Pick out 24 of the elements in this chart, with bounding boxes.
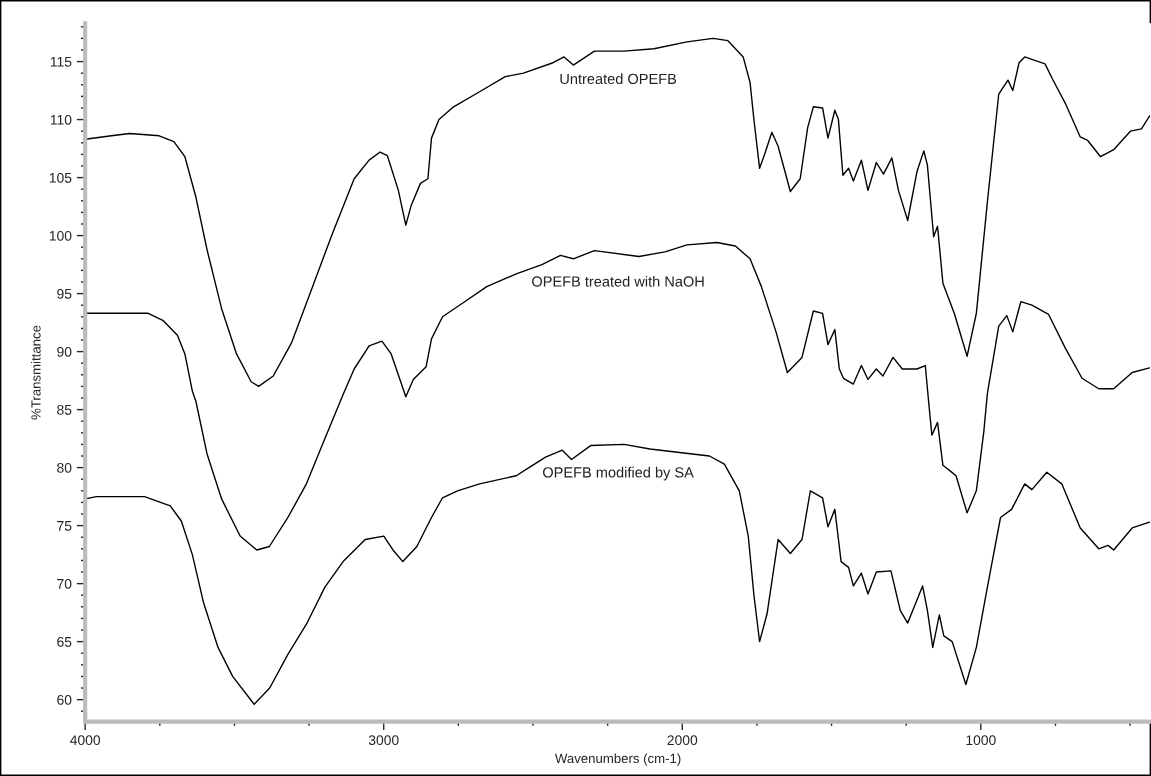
y-tick-label: 115: [50, 57, 72, 67]
y-tick-label: 85: [57, 404, 72, 415]
line-series: [85, 241, 1151, 551]
series-label: Untreated OPEFB: [560, 73, 677, 85]
x-tick-label: 1000: [966, 735, 996, 746]
y-tick-label: 110: [50, 114, 72, 125]
series-label: OPEFB treated with NaOH: [532, 275, 704, 287]
y-tick-label: 105: [49, 172, 72, 183]
x-tick-label: 2000: [667, 735, 698, 746]
y-tick-label: 60: [57, 694, 72, 705]
line-series: [85, 443, 1151, 705]
y-tick-label: 100: [49, 230, 72, 241]
y-tick-label: 90: [57, 346, 72, 357]
x-axis-title: Wavenumbers (cm-1): [554, 753, 681, 766]
y-tick-label: 75: [57, 521, 72, 531]
y-tick-label: 95: [57, 288, 72, 299]
line-series: [85, 37, 1151, 388]
x-tick-label: 4000: [70, 735, 101, 746]
y-tick-label: 80: [57, 462, 72, 473]
y-tick-label: 65: [57, 636, 72, 647]
x-tick-label: 3000: [368, 735, 399, 746]
y-axis-title: %Transmittance: [30, 325, 41, 420]
y-tick-label: 70: [57, 578, 72, 589]
series-label: OPEFB modified by SA: [543, 466, 694, 481]
